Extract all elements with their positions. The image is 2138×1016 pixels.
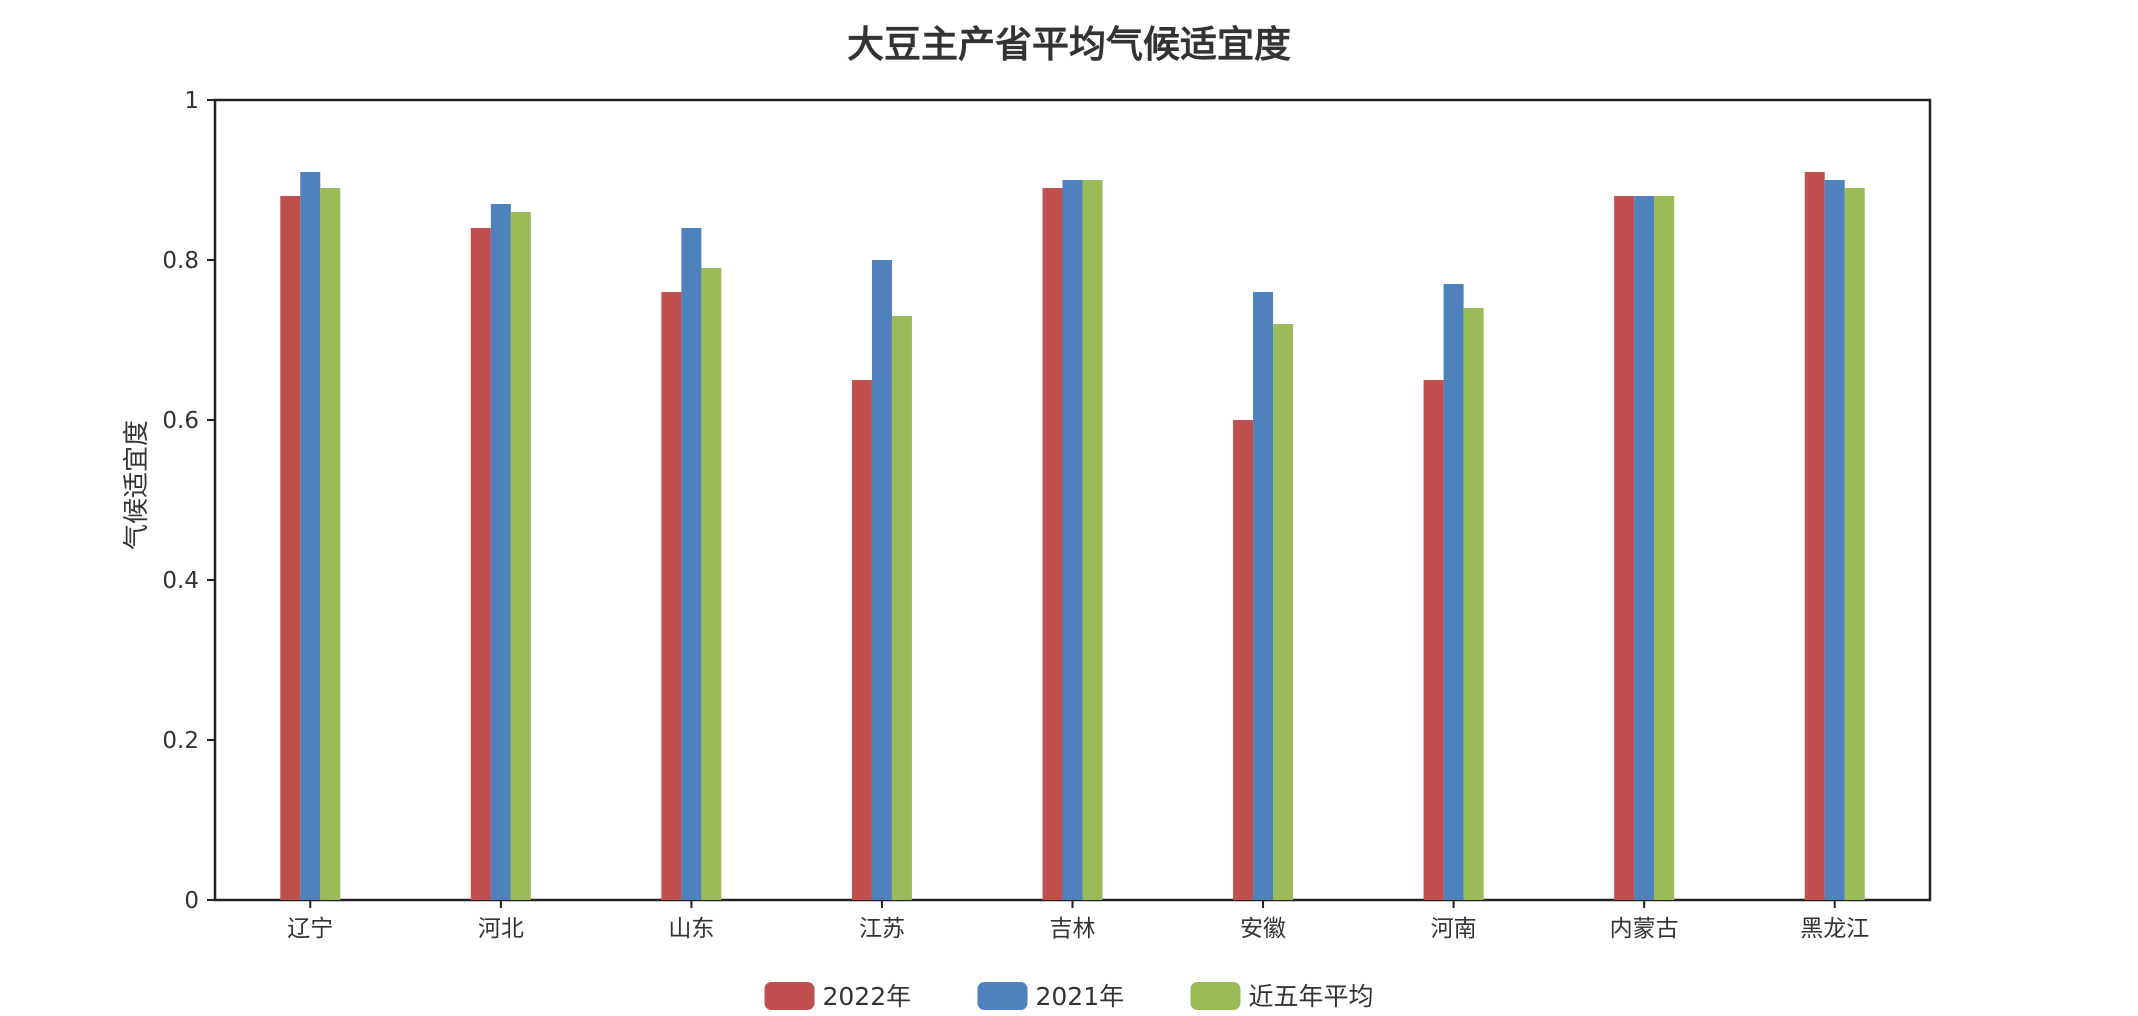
bar-江苏-2022年	[851, 380, 872, 900]
bar-辽宁-近五年平均	[320, 188, 341, 900]
x-tick-label: 河北	[478, 916, 524, 942]
x-tick-label: 辽宁	[287, 916, 333, 942]
x-tick-label: 内蒙古	[1610, 916, 1679, 942]
bar-内蒙古-2022年	[1614, 196, 1635, 900]
bar-安徽-近五年平均	[1273, 324, 1294, 900]
legend-swatch[interactable]	[977, 982, 1028, 1010]
bar-山东-近五年平均	[701, 268, 722, 900]
bar-吉林-近五年平均	[1082, 180, 1103, 900]
bars-group	[280, 172, 1865, 900]
legend-swatch[interactable]	[764, 982, 815, 1010]
bar-安徽-2022年	[1233, 420, 1254, 900]
y-axis-ticks: 0 0.2 0.4 0.6 0.8 1	[162, 88, 215, 914]
bar-吉林-2022年	[1042, 188, 1063, 900]
bar-河北-近五年平均	[510, 212, 531, 900]
bar-河南-近五年平均	[1463, 308, 1484, 900]
x-tick-label: 江苏	[859, 916, 905, 942]
bar-山东-2021年	[681, 228, 702, 900]
bar-河南-2022年	[1423, 380, 1444, 900]
bar-山东-2022年	[661, 292, 682, 900]
y-tick-label: 0.6	[162, 408, 199, 434]
bar-河北-2022年	[470, 228, 491, 900]
bar-安徽-2021年	[1253, 292, 1274, 900]
bar-吉林-2021年	[1062, 180, 1083, 900]
x-tick-label: 河南	[1431, 916, 1477, 942]
y-tick-label: 1	[184, 88, 199, 114]
x-tick-label: 安徽	[1240, 916, 1286, 942]
legend-swatch[interactable]	[1190, 982, 1241, 1010]
bar-辽宁-2021年	[300, 172, 321, 900]
bar-黑龙江-2022年	[1804, 172, 1825, 900]
legend-label[interactable]: 2022年	[823, 982, 912, 1011]
bar-河北-2021年	[490, 204, 511, 900]
bar-河南-2021年	[1443, 284, 1464, 900]
chart-title: 大豆主产省平均气候适宜度	[847, 23, 1291, 66]
legend-label[interactable]: 近五年平均	[1249, 982, 1374, 1011]
y-tick-label: 0.8	[162, 248, 199, 274]
y-tick-label: 0	[184, 888, 199, 914]
bar-内蒙古-2021年	[1634, 196, 1655, 900]
y-tick-label: 0.4	[162, 568, 199, 594]
y-tick-label: 0.2	[162, 728, 199, 754]
bar-内蒙古-近五年平均	[1654, 196, 1675, 900]
y-axis-label: 气候适宜度	[122, 420, 152, 550]
bar-黑龙江-近五年平均	[1844, 188, 1865, 900]
x-tick-label: 吉林	[1050, 916, 1096, 942]
x-axis-ticks: 辽宁 河北 山东 江苏 吉林 安徽 河南 内蒙古 黑龙江	[287, 900, 1869, 942]
bar-辽宁-2022年	[280, 196, 301, 900]
legend: 2022年 2021年 近五年平均	[764, 982, 1374, 1011]
x-tick-label: 黑龙江	[1800, 916, 1869, 942]
bar-江苏-2021年	[871, 260, 892, 900]
bar-江苏-近五年平均	[891, 316, 912, 900]
bar-黑龙江-2021年	[1824, 180, 1845, 900]
legend-label[interactable]: 2021年	[1036, 982, 1125, 1011]
x-tick-label: 山东	[668, 916, 714, 942]
